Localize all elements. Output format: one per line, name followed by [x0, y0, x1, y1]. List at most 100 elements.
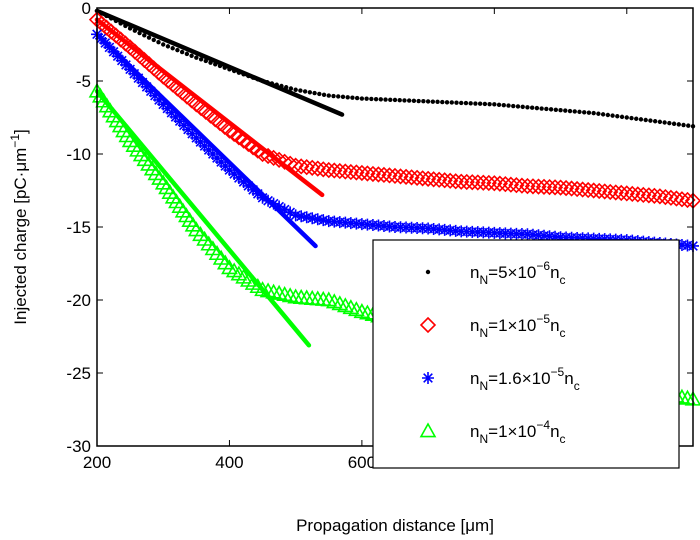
data-point [572, 109, 577, 114]
data-point [548, 107, 554, 112]
data-point [288, 86, 294, 91]
data-point [359, 165, 376, 182]
legend-label: nN=1×10−5nc [470, 312, 566, 340]
data-point [273, 200, 286, 213]
data-point [170, 46, 175, 51]
data-point [289, 209, 302, 222]
data-point [513, 177, 531, 194]
data-point [378, 97, 384, 102]
data-point [464, 174, 481, 191]
legend-label: nN=1.6×10−5nc [470, 365, 580, 393]
data-point [232, 171, 245, 184]
data-point [501, 102, 506, 108]
data-point [567, 108, 573, 114]
data-point [161, 42, 166, 47]
data-point [315, 161, 332, 178]
data-point [591, 182, 608, 200]
data-point [586, 110, 592, 115]
data-point [425, 171, 442, 188]
data-point [447, 173, 464, 190]
legend-label-part: c [560, 432, 566, 446]
data-point [491, 175, 508, 192]
data-point [648, 118, 653, 123]
legend-label-part: −4 [536, 418, 550, 432]
data-point [568, 180, 586, 198]
data-point [480, 174, 497, 192]
y-tick-label: -25 [66, 364, 91, 383]
data-point [320, 161, 337, 179]
data-point [453, 173, 470, 190]
data-point [444, 100, 450, 105]
data-point [304, 159, 321, 177]
legend-label-part: n [550, 263, 559, 282]
legend: nN=5×10−6nc nN=1×10−5nc nN=1.6×10−5nc nN=1×… [372, 239, 680, 469]
data-point [580, 181, 597, 199]
legend-label-part: n [470, 316, 479, 335]
fit-line [94, 32, 318, 249]
data-point [502, 176, 520, 193]
data-point [496, 102, 502, 107]
data-point [309, 160, 326, 177]
legend-label-part: c [560, 273, 566, 287]
data-point [506, 103, 511, 108]
data-point [582, 110, 587, 115]
data-point [317, 91, 322, 97]
data-point [256, 191, 269, 204]
data-point [673, 191, 691, 208]
data-point [449, 100, 454, 105]
data-point [486, 175, 503, 192]
data-point [397, 97, 402, 103]
data-point [511, 103, 516, 109]
data-point [364, 165, 382, 183]
data-point [156, 40, 161, 45]
fit-line [94, 88, 312, 348]
series-layer [88, 8, 700, 406]
data-point [321, 92, 327, 97]
legend-label: nN=5×10−6nc [470, 259, 566, 287]
data-point [306, 212, 319, 225]
data-point [419, 170, 437, 187]
data-point [657, 188, 674, 206]
data-point [421, 99, 426, 104]
data-point [440, 99, 445, 105]
data-point [198, 57, 204, 62]
data-point [312, 90, 317, 96]
data-point [203, 58, 208, 64]
data-point [416, 98, 421, 104]
legend-label-part: =1×10 [488, 316, 536, 335]
legend-item: nN=5×10−6nc [425, 259, 566, 287]
data-point [189, 53, 194, 58]
data-point [535, 178, 553, 195]
data-point [482, 101, 488, 107]
y-tick-label: -30 [66, 437, 91, 456]
data-point [591, 110, 596, 116]
data-point [411, 98, 417, 104]
data-point [142, 33, 147, 38]
data-point [295, 210, 308, 223]
data-point [596, 111, 601, 116]
data-point [629, 186, 646, 203]
legend-label: nN=1×10−4nc [470, 418, 566, 446]
data-point [574, 181, 591, 198]
legend-label-part: =1×10 [488, 422, 536, 441]
data-point [406, 98, 412, 103]
data-point [251, 187, 264, 200]
data-point [629, 115, 634, 121]
data-point [364, 96, 369, 101]
fit-line [94, 8, 345, 117]
data-point [442, 172, 459, 189]
data-point [458, 173, 475, 191]
data-point [298, 88, 303, 93]
data-point [652, 119, 658, 124]
data-point [348, 164, 365, 181]
data-point [408, 169, 426, 186]
data-point [468, 101, 473, 106]
legend-item: nN=1.6×10−5nc [422, 365, 580, 393]
data-point [326, 162, 343, 179]
data-point [541, 178, 558, 196]
y-axis-label: Injected charge [pC·μm−1] [8, 129, 30, 324]
legend-item: nN=1×10−5nc [419, 312, 566, 340]
data-point [414, 170, 431, 187]
data-point [557, 179, 575, 197]
data-point [646, 187, 663, 204]
